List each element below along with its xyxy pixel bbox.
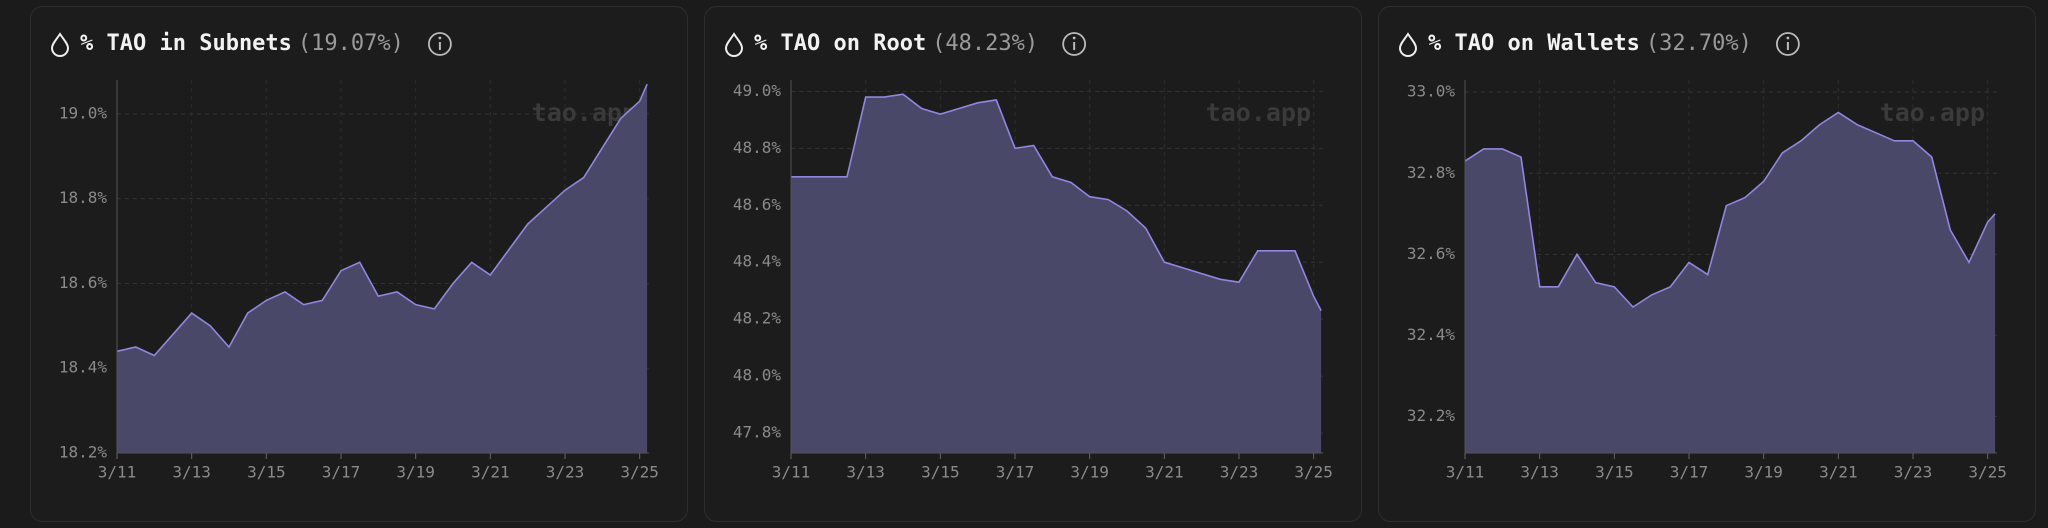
x-tick-label: 3/13: [846, 463, 885, 482]
panel-title: % TAO in Subnets: [80, 31, 292, 56]
y-tick-label: 48.8%: [733, 138, 782, 157]
x-tick-label: 3/25: [620, 463, 659, 482]
info-icon-dot: [438, 36, 442, 40]
watermark: tao.app: [1880, 98, 1985, 127]
x-tick-label: 3/11: [772, 463, 811, 482]
x-tick-label: 3/17: [1670, 463, 1709, 482]
y-tick-label: 32.4%: [1407, 325, 1456, 344]
y-tick-label: 18.4%: [59, 358, 108, 377]
panel: % TAO on Root (48.23%) 47.8% 48.0% 48.2% 48.4…: [704, 6, 1362, 522]
line: [791, 93, 1322, 311]
y-tick-label: 32.8%: [1407, 163, 1456, 182]
x-tick-label: 3/25: [1294, 463, 1333, 482]
drop-icon: [724, 32, 744, 57]
y-tick-label: 18.8%: [59, 188, 108, 207]
panel-value: (48.23%): [932, 31, 1038, 56]
info-icon-dot: [1786, 36, 1790, 40]
x-tick-label: 3/23: [546, 463, 585, 482]
x-tick-label: 3/21: [471, 463, 510, 482]
panel-title: % TAO on Wallets: [1428, 31, 1640, 56]
panel-value: (19.07%): [298, 31, 404, 56]
panel: % TAO in Subnets (19.07%) 18.2% 18.4% 18.6% 1…: [30, 6, 688, 522]
y-tick-label: 49.0%: [733, 81, 782, 100]
x-tick-label: 3/19: [1070, 463, 1109, 482]
area: [1465, 112, 1996, 454]
line: [1464, 111, 1996, 309]
x-tick-label: 3/13: [1520, 463, 1559, 482]
y-tick-label: 48.4%: [733, 252, 782, 271]
x-tick-label: 3/15: [1595, 463, 1634, 482]
x-tick-label: 3/23: [1220, 463, 1259, 482]
x-tick-label: 3/11: [98, 463, 137, 482]
x-tick-label: 3/21: [1819, 463, 1858, 482]
info-icon[interactable]: [427, 32, 452, 56]
y-tick-label: 48.0%: [733, 366, 782, 385]
watermark: tao.app: [1206, 98, 1311, 127]
y-tick-label: 48.2%: [733, 309, 782, 328]
x-tick-label: 3/15: [247, 463, 286, 482]
x-tick-label: 3/13: [172, 463, 211, 482]
y-tick-label: 47.8%: [733, 423, 782, 442]
info-icon-dot: [1072, 36, 1076, 40]
y-tick-label: 18.2%: [59, 443, 108, 462]
x-tick-label: 3/19: [396, 463, 435, 482]
y-tick-label: 33.0%: [1407, 82, 1456, 101]
info-icon[interactable]: [1775, 32, 1800, 56]
x-tick-label: 3/11: [1446, 463, 1485, 482]
drop-icon: [50, 32, 70, 57]
drop-icon: [1398, 32, 1418, 57]
x-tick-label: 3/17: [322, 463, 361, 482]
panel-value: (32.70%): [1646, 31, 1752, 56]
x-tick-label: 3/25: [1968, 463, 2007, 482]
x-tick-label: 3/23: [1894, 463, 1933, 482]
x-tick-label: 3/21: [1145, 463, 1184, 482]
panel: % TAO on Wallets (32.70%) 32.2% 32.4% 32.6% 3…: [1378, 6, 2036, 522]
y-tick-label: 32.2%: [1407, 406, 1456, 425]
x-tick-label: 3/17: [996, 463, 1035, 482]
area: [117, 84, 648, 453]
x-tick-label: 3/15: [921, 463, 960, 482]
y-tick-label: 19.0%: [59, 103, 108, 122]
line: [116, 83, 648, 357]
y-tick-label: 18.6%: [59, 273, 108, 292]
panel-title: % TAO on Root: [754, 31, 926, 56]
info-icon[interactable]: [1062, 32, 1087, 56]
y-tick-label: 32.6%: [1407, 244, 1456, 263]
x-tick-label: 3/19: [1744, 463, 1783, 482]
y-tick-label: 48.6%: [733, 195, 782, 214]
area: [791, 94, 1322, 453]
